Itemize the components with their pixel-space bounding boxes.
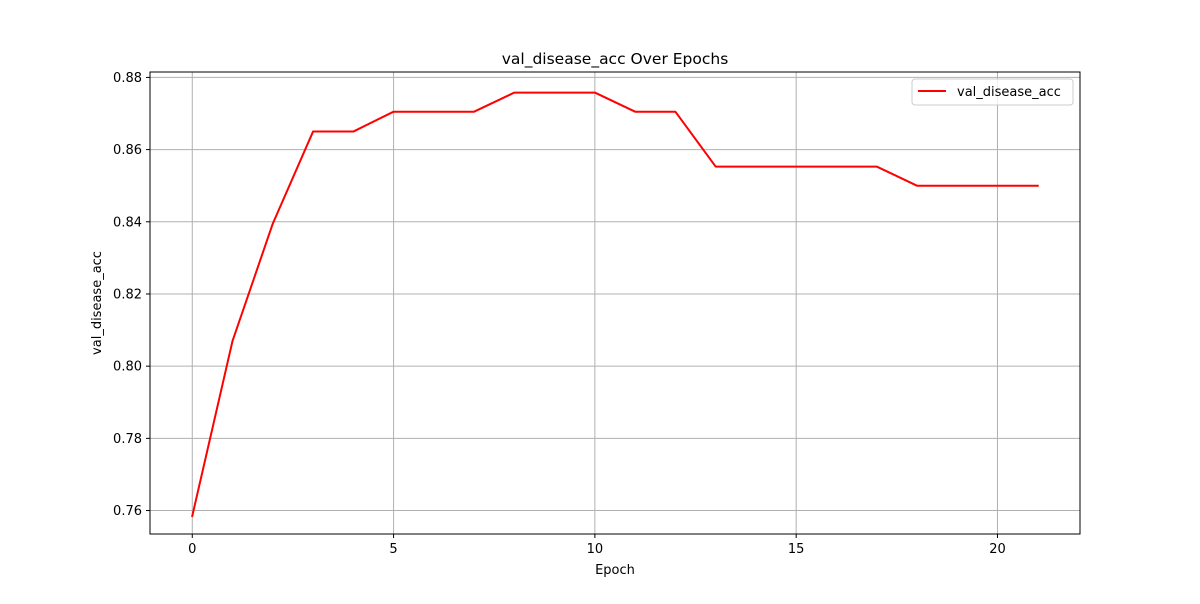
y-axis-label: val_disease_acc <box>90 251 105 355</box>
y-tick-label: 0.82 <box>113 287 142 302</box>
y-tick-label: 0.86 <box>113 143 142 158</box>
x-tick-label: 20 <box>989 542 1006 557</box>
x-tick-label: 5 <box>389 542 397 557</box>
legend: val_disease_acc <box>911 78 1074 106</box>
grid-lines <box>150 72 1080 534</box>
x-tick-label: 0 <box>188 542 196 557</box>
x-tick-label: 15 <box>788 542 805 557</box>
series-layer <box>191 91 1039 518</box>
x-tick-label: 10 <box>587 542 604 557</box>
y-tick-label: 0.80 <box>113 360 142 375</box>
y-tick-label: 0.88 <box>113 71 142 86</box>
y-tick-label: 0.78 <box>113 432 142 447</box>
legend-box <box>911 78 1074 106</box>
y-tick-label: 0.84 <box>113 215 142 230</box>
plot-frame <box>149 71 1081 535</box>
x-axis-label: Epoch <box>595 563 635 578</box>
y-tick-label: 0.76 <box>113 504 142 519</box>
legend-label: val_disease_acc <box>957 85 1061 100</box>
axis-ticks: 0 5 10 15 20 0.76 0.78 0.80 0.82 0.84 0.86 0.88 <box>113 71 1006 557</box>
series-line-val_disease_acc <box>191 91 1039 518</box>
chart-title: val_disease_acc Over Epochs <box>502 50 729 69</box>
